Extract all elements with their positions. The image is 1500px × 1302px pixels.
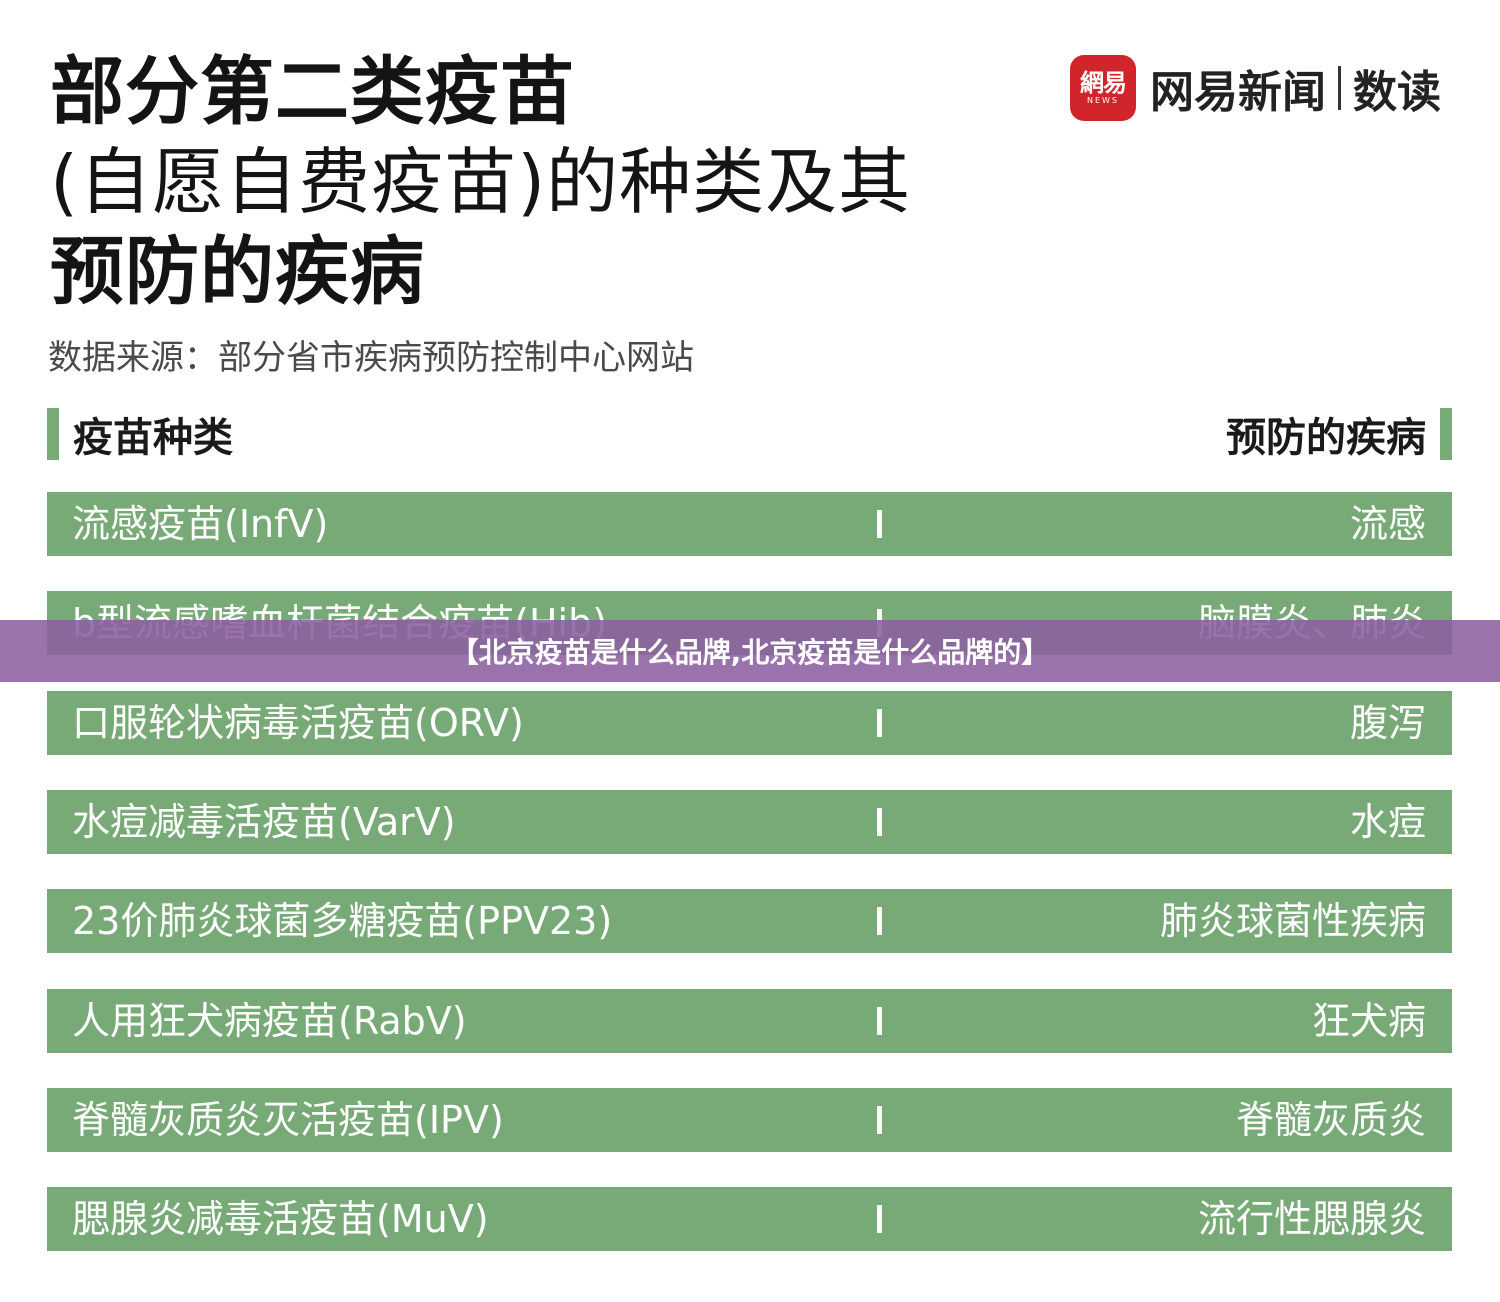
- disease-name: 肺炎球菌性疾病: [1159, 899, 1426, 943]
- header-accent-bar: [47, 408, 59, 460]
- logo-separator: [1338, 66, 1341, 110]
- disease-name: 脊髓灰质炎: [1235, 1098, 1426, 1142]
- header-vaccine-type: 疫苗种类: [47, 408, 233, 461]
- disease-name: 流行性腮腺炎: [1197, 1197, 1426, 1241]
- table-row: 口服轮状病毒活疫苗(ORV) 腹泻: [47, 691, 1452, 755]
- banner-text: 【北京疫苗是什么品牌,北京疫苗是什么品牌的】: [450, 636, 1050, 669]
- table-row: 流感疫苗(InfV) 流感: [47, 492, 1452, 556]
- vaccine-name: 脊髓灰质炎灭活疫苗(IPV): [72, 1098, 504, 1142]
- disease-name: 水痘: [1349, 800, 1426, 844]
- table-row: 23价肺炎球菌多糖疫苗(PPV23) 肺炎球菌性疾病: [47, 889, 1452, 953]
- data-source-text: 数据来源：部分省市疾病预防控制中心网站: [48, 338, 694, 378]
- row-divider: [877, 1106, 882, 1134]
- vaccine-name: 口服轮状病毒活疫苗(ORV): [72, 701, 524, 745]
- vaccine-name: 人用狂犬病疫苗(RabV): [72, 999, 467, 1043]
- logo-sub-text: 数读: [1353, 67, 1441, 118]
- netease-badge-icon: 網易 NEWS: [1070, 55, 1136, 121]
- title-line-2: (自愿自费疫苗)的种类及其: [50, 140, 912, 224]
- title-line-3: 预防的疾病: [50, 229, 425, 315]
- logo-badge-chinese: 網易: [1080, 69, 1127, 97]
- header-prevented-disease: 预防的疾病: [1226, 408, 1452, 461]
- netease-news-logo: 網易 NEWS 网易新闻 数读: [1070, 54, 1441, 122]
- vaccine-name: 流感疫苗(InfV): [72, 502, 329, 546]
- disease-name: 流感: [1349, 502, 1426, 546]
- header-left-label: 疫苗种类: [73, 415, 233, 461]
- article-title-banner: 【北京疫苗是什么品牌,北京疫苗是什么品牌的】: [0, 620, 1500, 682]
- vaccine-name: 水痘减毒活疫苗(VarV): [72, 800, 456, 844]
- table-row: 腮腺炎减毒活疫苗(MuV) 流行性腮腺炎: [47, 1187, 1452, 1251]
- row-divider: [877, 907, 882, 935]
- title-line-1: 部分第二类疫苗: [50, 49, 575, 135]
- logo-badge-english: NEWS: [1086, 96, 1120, 105]
- table-row: 水痘减毒活疫苗(VarV) 水痘: [47, 790, 1452, 854]
- table-row: 脊髓灰质炎灭活疫苗(IPV) 脊髓灰质炎: [47, 1088, 1452, 1152]
- table-row: 人用狂犬病疫苗(RabV) 狂犬病: [47, 989, 1452, 1053]
- header-right-label: 预防的疾病: [1226, 415, 1426, 461]
- logo-brand-text: 网易新闻: [1150, 67, 1326, 118]
- row-divider: [877, 510, 882, 538]
- disease-name: 狂犬病: [1311, 999, 1426, 1043]
- vaccine-name: 23价肺炎球菌多糖疫苗(PPV23): [72, 899, 613, 943]
- vaccine-name: 腮腺炎减毒活疫苗(MuV): [72, 1197, 489, 1241]
- header-accent-bar: [1440, 408, 1452, 460]
- row-divider: [877, 1007, 882, 1035]
- row-divider: [877, 709, 882, 737]
- row-divider: [877, 1205, 882, 1233]
- disease-name: 腹泻: [1349, 701, 1426, 745]
- row-divider: [877, 808, 882, 836]
